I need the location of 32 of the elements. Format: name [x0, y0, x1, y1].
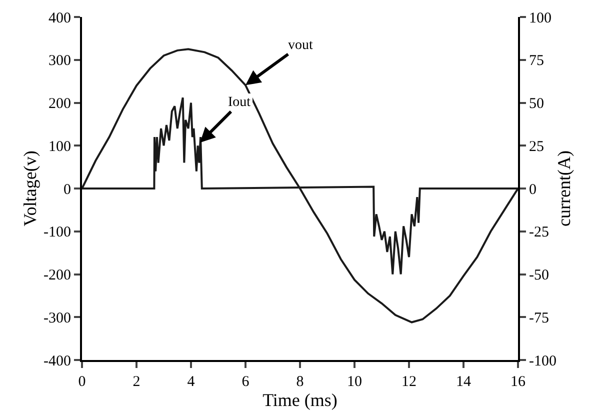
y-tick-label: -300: [44, 310, 71, 326]
y2-tick-label: 50: [529, 96, 544, 112]
y2-tick-label: 100: [529, 10, 552, 26]
x-tick-label: 8: [296, 374, 304, 390]
y2-tick-label: -100: [529, 353, 556, 370]
x-tick-label: 0: [78, 374, 86, 390]
y-tick-label: 100: [48, 138, 71, 155]
y-tick-label: 400: [48, 10, 71, 26]
y2-tick-label: -25: [529, 224, 549, 241]
x-axis-title: Time (ms): [262, 390, 338, 410]
y2-tick-label: -75: [529, 310, 549, 326]
y-tick-label: -400: [44, 353, 71, 370]
y-tick-label: 200: [48, 96, 71, 112]
x-tick-label: 12: [402, 374, 416, 390]
y2-tick-label: -50: [529, 268, 549, 284]
y-tick-label: 300: [48, 53, 71, 70]
y2-tick-label: 75: [529, 53, 544, 70]
y-tick-label: -200: [44, 268, 71, 284]
y-tick-label: -100: [44, 224, 71, 241]
annotation: Iout: [228, 95, 251, 110]
x-tick-label: 14: [456, 374, 472, 390]
x-tick-label: 4: [187, 374, 196, 390]
x-tick-label: 10: [347, 374, 362, 390]
x-tick-label: 16: [510, 374, 526, 390]
y-tick-label: 0: [64, 182, 71, 198]
y2-tick-label: 25: [529, 138, 544, 155]
y2-axis-title: current(A): [554, 150, 574, 226]
x-tick-label: 2: [132, 374, 140, 390]
y-axis-title: Voltage(v): [20, 150, 40, 226]
annotation: vout: [288, 38, 313, 53]
x-tick-label: 6: [242, 374, 250, 390]
y2-tick-label: 0: [529, 182, 536, 198]
